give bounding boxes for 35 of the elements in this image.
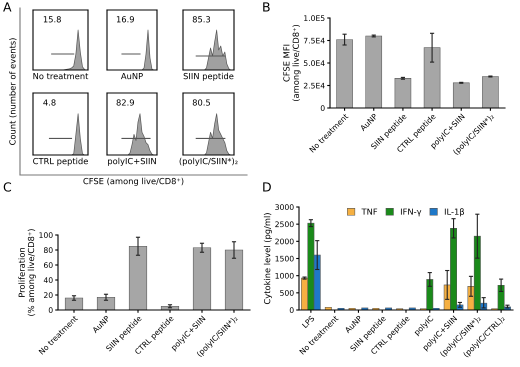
chart-title: B bbox=[263, 2, 270, 12]
chart-title: D bbox=[263, 182, 271, 192]
bar bbox=[452, 82, 470, 108]
bar bbox=[365, 36, 382, 108]
bar bbox=[128, 246, 148, 310]
bar bbox=[224, 250, 244, 310]
text: 15.8 bbox=[44, 16, 61, 22]
bar bbox=[394, 78, 412, 108]
text: Count (number of events) bbox=[9, 38, 17, 145]
legend-label: IFN-γ bbox=[400, 208, 422, 216]
y-axis-title: Proliferation (% among live/CD8⁺) bbox=[18, 229, 36, 316]
x-axis-title: (polyIC/SIIN*)₂ bbox=[180, 158, 238, 166]
chart-title: C bbox=[4, 182, 12, 192]
x-axis-title: AuNP bbox=[120, 73, 143, 80]
text: 85.3 bbox=[192, 16, 210, 22]
legend-label: TNF bbox=[361, 208, 378, 215]
bar bbox=[192, 247, 212, 310]
bar bbox=[96, 296, 116, 310]
y-axis-title: Cytokine level (pg/ml) bbox=[264, 213, 272, 304]
text: 4.8 bbox=[43, 99, 56, 106]
x-axis-title: No treatment bbox=[33, 73, 88, 80]
y-axis-title: CFSE MFI (among live/CD8⁺) bbox=[283, 24, 301, 102]
bar bbox=[424, 47, 440, 108]
x-axis-title: SIIN peptide bbox=[184, 72, 234, 81]
bar bbox=[64, 298, 84, 310]
legend-label: IL-1β bbox=[444, 208, 464, 216]
bar bbox=[482, 76, 499, 108]
bar bbox=[336, 39, 353, 108]
text: 82.9 bbox=[116, 99, 134, 106]
x-axis-title: polyIC+SIIN bbox=[108, 158, 156, 166]
x-axis-title: CTRL peptide bbox=[33, 158, 88, 166]
text: 16.9 bbox=[116, 16, 134, 22]
text: CFSE (among live/CD8⁺) bbox=[83, 178, 184, 186]
text: A bbox=[3, 2, 12, 12]
text: 80.5 bbox=[192, 99, 210, 106]
